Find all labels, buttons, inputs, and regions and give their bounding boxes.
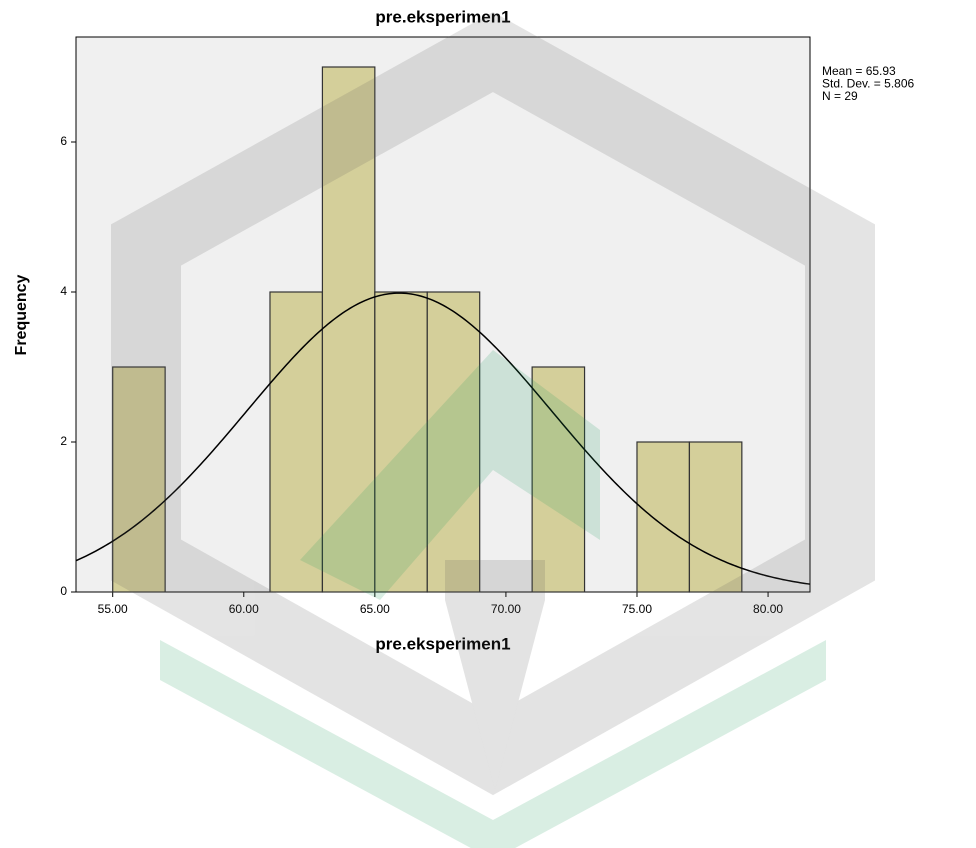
y-tick-label: 6 xyxy=(60,134,67,148)
bar xyxy=(689,442,741,592)
bar xyxy=(637,442,689,592)
page: {"chart_data": {"type": "histogram", "ti… xyxy=(0,0,976,848)
x-tick-label: 75.00 xyxy=(622,602,652,616)
chart: 024655.0060.0065.0070.0075.0080.00 pre.e… xyxy=(0,0,976,848)
y-tick-label: 0 xyxy=(60,584,67,598)
y-axis-label: Frequency xyxy=(13,274,30,355)
y-tick-label: 2 xyxy=(60,434,67,448)
stat-label: N = 29 xyxy=(822,89,858,103)
x-tick-label: 65.00 xyxy=(360,602,390,616)
y-tick-label: 4 xyxy=(60,284,67,298)
x-tick-label: 55.00 xyxy=(98,602,128,616)
